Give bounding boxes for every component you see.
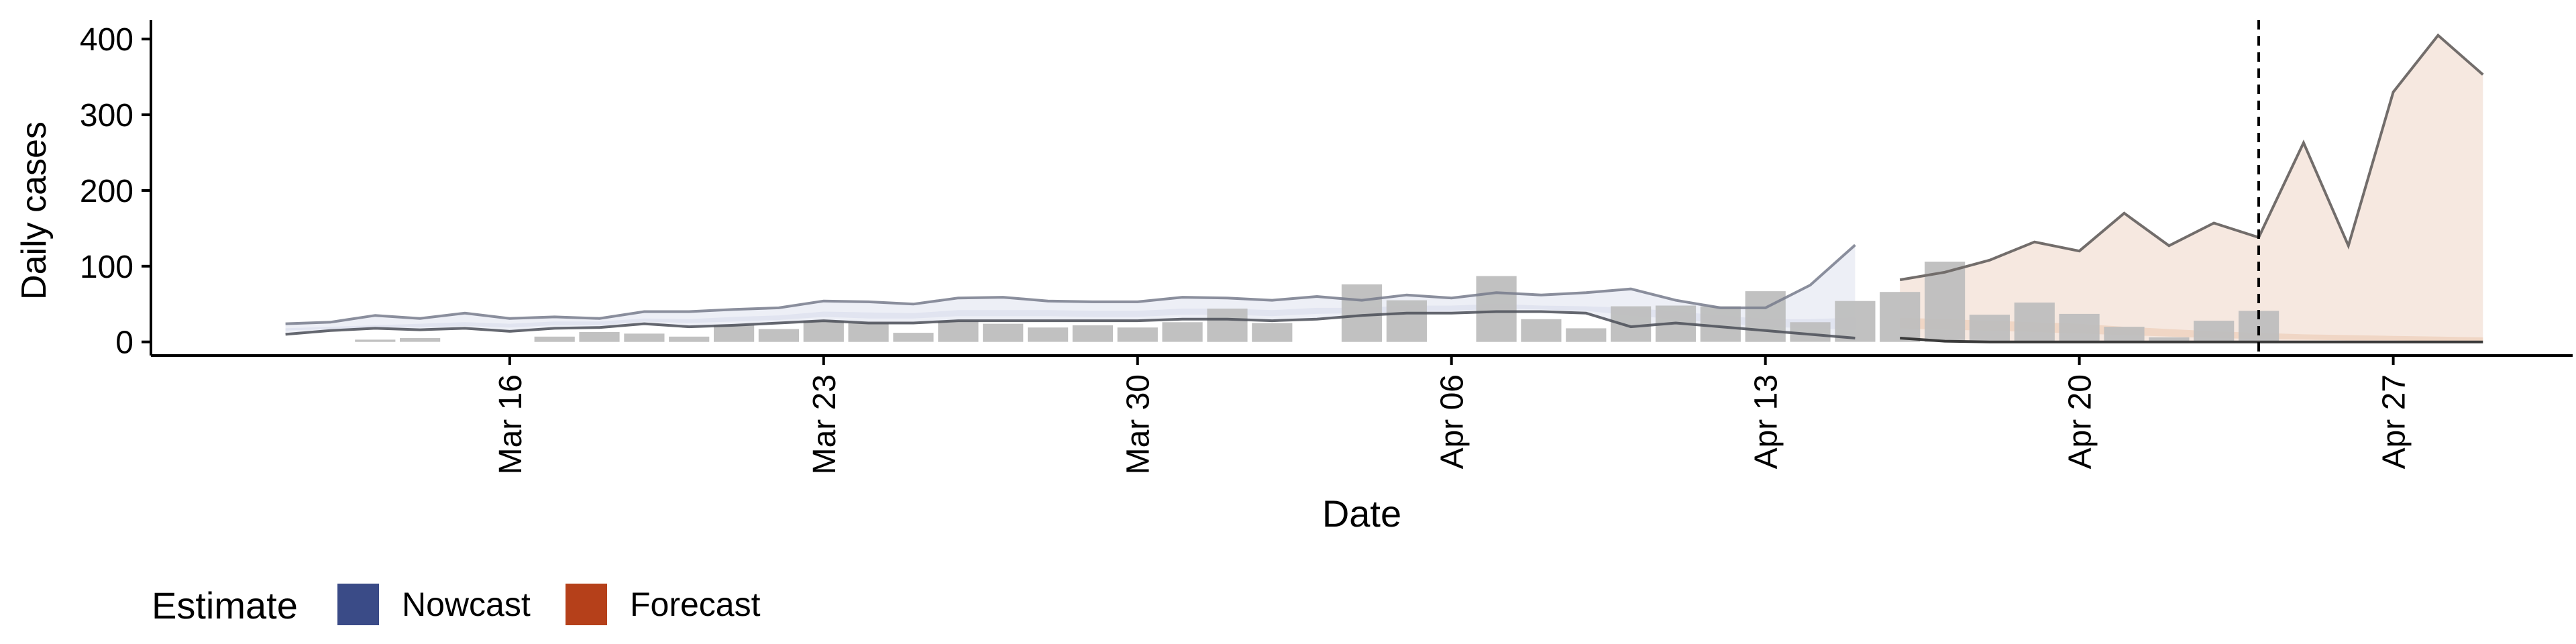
bar xyxy=(1162,322,1203,342)
bar xyxy=(534,336,575,342)
forecast-upper-line xyxy=(1899,33,2484,282)
x-tick-label: Mar 23 xyxy=(807,374,843,474)
bar xyxy=(1521,319,1562,342)
bars xyxy=(355,262,2279,342)
legend-swatch-nowcast xyxy=(337,584,379,625)
forecast-lower-line xyxy=(1900,337,2483,343)
bar xyxy=(983,323,1024,342)
legend-title: Estimate xyxy=(152,584,298,627)
y-tick-label: 0 xyxy=(115,325,133,361)
bar xyxy=(1835,301,1876,342)
bar xyxy=(1028,327,1069,342)
bar xyxy=(938,321,979,342)
nowcast-bands xyxy=(285,245,1856,338)
y-axis-label: Daily cases xyxy=(15,121,54,300)
bar xyxy=(2104,327,2145,342)
bar xyxy=(355,339,396,342)
series-lines xyxy=(285,33,2484,343)
forecast-outer-band xyxy=(1900,35,2483,342)
x-tick-label: Apr 27 xyxy=(2377,374,2412,469)
x-tick-label: Apr 13 xyxy=(1749,374,1784,469)
bar xyxy=(2194,321,2235,342)
x-axis: Mar 16 Mar 23 Mar 30 Apr 06 Apr 13 Apr 20 Apr … xyxy=(151,354,2573,474)
y-tick-label: 400 xyxy=(80,22,133,58)
nowcast-lower-line xyxy=(285,310,1856,339)
bar xyxy=(669,336,710,342)
y-tick-label: 100 xyxy=(80,250,133,285)
bar xyxy=(1252,323,1293,342)
bar xyxy=(758,329,799,342)
bar xyxy=(1969,315,2010,342)
x-tick-label: Mar 16 xyxy=(493,374,529,474)
legend: Estimate Nowcast Forecast xyxy=(152,584,761,627)
bar xyxy=(848,323,889,342)
bar xyxy=(2059,313,2100,342)
x-tick-label: Apr 06 xyxy=(1435,374,1470,469)
bar xyxy=(1476,276,1517,342)
bar xyxy=(1386,300,1427,342)
nowcast-outer-band xyxy=(285,245,1856,338)
nowcast-upper-line xyxy=(285,244,1856,325)
bar xyxy=(1745,291,1786,342)
legend-label-nowcast: Nowcast xyxy=(402,586,531,623)
bar xyxy=(1566,328,1607,342)
legend-label-forecast: Forecast xyxy=(630,586,761,623)
bar xyxy=(579,332,620,342)
bar xyxy=(803,321,844,342)
x-tick-label: Apr 20 xyxy=(2063,374,2098,469)
forecast-bands xyxy=(1900,35,2483,342)
x-tick-label: Mar 30 xyxy=(1121,374,1157,474)
y-tick-label: 300 xyxy=(80,98,133,133)
bar xyxy=(1880,292,1921,342)
bar xyxy=(1341,284,1383,342)
bar xyxy=(1117,327,1158,342)
bar xyxy=(1700,306,1741,342)
x-axis-label: Date xyxy=(1322,492,1401,535)
y-axis: 0 100 200 300 400 xyxy=(80,20,152,361)
bar xyxy=(624,333,665,342)
legend-swatch-forecast xyxy=(566,584,607,625)
bar xyxy=(714,325,755,342)
bar xyxy=(1072,325,1113,342)
bar xyxy=(1611,306,1652,342)
bar xyxy=(893,333,934,342)
bar xyxy=(400,338,441,342)
bar xyxy=(1207,309,1248,342)
bar xyxy=(2149,337,2190,342)
y-tick-label: 200 xyxy=(80,174,133,209)
bar xyxy=(2014,303,2055,342)
